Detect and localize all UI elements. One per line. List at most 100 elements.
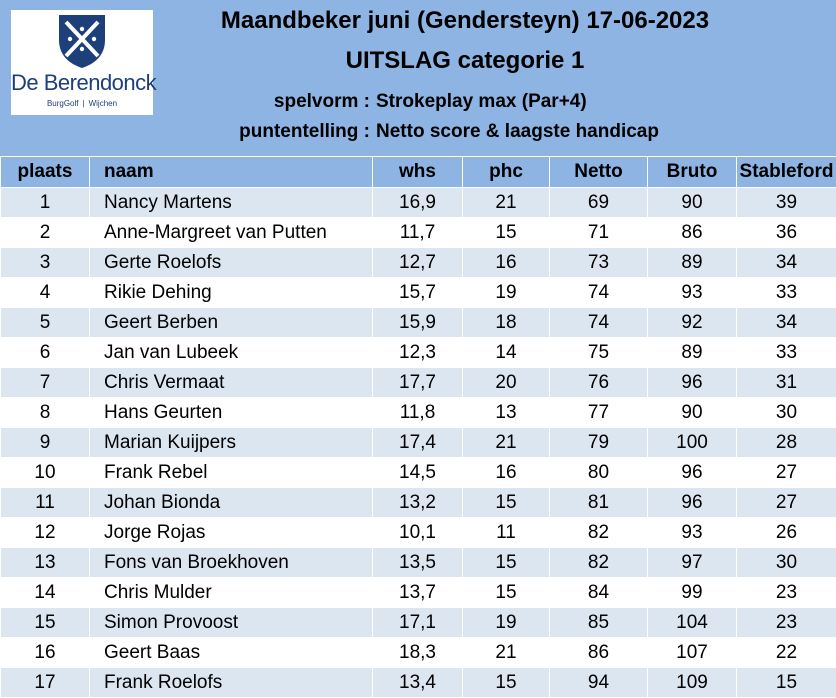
- cell-netto: 74: [550, 278, 648, 308]
- cell-whs: 14,5: [373, 458, 463, 488]
- cell-naam: Chris Vermaat: [90, 368, 373, 398]
- cell-stableford: 30: [737, 398, 836, 428]
- cell-phc: 19: [463, 608, 550, 638]
- cell-netto: 82: [550, 548, 648, 578]
- cell-phc: 15: [463, 578, 550, 608]
- cell-phc: 11: [463, 518, 550, 548]
- cell-plaats: 3: [1, 248, 90, 278]
- cell-stableford: 15: [737, 668, 836, 698]
- cell-bruto: 97: [648, 548, 737, 578]
- cell-whs: 17,7: [373, 368, 463, 398]
- cell-naam: Frank Roelofs: [90, 668, 373, 698]
- cell-plaats: 14: [1, 578, 90, 608]
- cell-stableford: 27: [737, 458, 836, 488]
- cell-whs: 13,5: [373, 548, 463, 578]
- puntentelling-row: puntentelling : Netto score & laagste ha…: [0, 121, 836, 145]
- cell-netto: 74: [550, 308, 648, 338]
- cell-bruto: 93: [648, 518, 737, 548]
- puntentelling-value: Netto score & laagste handicap: [376, 121, 659, 143]
- cell-whs: 17,1: [373, 608, 463, 638]
- cell-naam: Hans Geurten: [90, 398, 373, 428]
- cell-stableford: 22: [737, 638, 836, 668]
- cell-plaats: 8: [1, 398, 90, 428]
- cell-whs: 16,9: [373, 188, 463, 218]
- cell-phc: 21: [463, 188, 550, 218]
- cell-bruto: 96: [648, 458, 737, 488]
- cell-naam: Fons van Broekhoven: [90, 548, 373, 578]
- cell-netto: 77: [550, 398, 648, 428]
- cell-naam: Jorge Rojas: [90, 518, 373, 548]
- cell-plaats: 13: [1, 548, 90, 578]
- cell-netto: 94: [550, 668, 648, 698]
- cell-phc: 15: [463, 218, 550, 248]
- cell-netto: 76: [550, 368, 648, 398]
- cell-plaats: 12: [1, 518, 90, 548]
- col-header-whs: whs: [373, 157, 463, 188]
- cell-whs: 15,7: [373, 278, 463, 308]
- puntentelling-label: puntentelling :: [239, 121, 370, 143]
- cell-bruto: 99: [648, 578, 737, 608]
- cell-naam: Nancy Martens: [90, 188, 373, 218]
- cell-whs: 17,4: [373, 428, 463, 458]
- cell-plaats: 4: [1, 278, 90, 308]
- cell-plaats: 7: [1, 368, 90, 398]
- cell-phc: 14: [463, 338, 550, 368]
- cell-bruto: 90: [648, 188, 737, 218]
- cell-netto: 79: [550, 428, 648, 458]
- cell-stableford: 31: [737, 368, 836, 398]
- cell-stableford: 30: [737, 548, 836, 578]
- cell-bruto: 96: [648, 368, 737, 398]
- shield-icon: [56, 12, 108, 70]
- cell-netto: 86: [550, 638, 648, 668]
- cell-whs: 15,9: [373, 308, 463, 338]
- cell-naam: Jan van Lubeek: [90, 338, 373, 368]
- cell-whs: 13,4: [373, 668, 463, 698]
- cell-netto: 82: [550, 518, 648, 548]
- cell-phc: 13: [463, 398, 550, 428]
- cell-naam: Gerte Roelofs: [90, 248, 373, 278]
- cell-naam: Geert Berben: [90, 308, 373, 338]
- cell-bruto: 100: [648, 428, 737, 458]
- cell-plaats: 11: [1, 488, 90, 518]
- cell-stableford: 39: [737, 188, 836, 218]
- cell-whs: 13,2: [373, 488, 463, 518]
- cell-whs: 11,8: [373, 398, 463, 428]
- cell-stableford: 23: [737, 608, 836, 638]
- cell-phc: 15: [463, 488, 550, 518]
- cell-naam: Marian Kuijpers: [90, 428, 373, 458]
- cell-bruto: 107: [648, 638, 737, 668]
- cell-stableford: 33: [737, 278, 836, 308]
- cell-phc: 16: [463, 458, 550, 488]
- cell-whs: 12,3: [373, 338, 463, 368]
- cell-netto: 81: [550, 488, 648, 518]
- cell-netto: 75: [550, 338, 648, 368]
- cell-stableford: 23: [737, 578, 836, 608]
- cell-phc: 20: [463, 368, 550, 398]
- spelvorm-row: spelvorm : Strokeplay max (Par+4): [0, 91, 836, 115]
- cell-stableford: 26: [737, 518, 836, 548]
- cell-stableford: 34: [737, 308, 836, 338]
- cell-bruto: 109: [648, 668, 737, 698]
- col-header-netto: Netto: [550, 157, 648, 188]
- cell-whs: 18,3: [373, 638, 463, 668]
- cell-naam: Chris Mulder: [90, 578, 373, 608]
- cell-plaats: 5: [1, 308, 90, 338]
- cell-bruto: 93: [648, 278, 737, 308]
- cell-bruto: 89: [648, 338, 737, 368]
- cell-plaats: 6: [1, 338, 90, 368]
- cell-naam: Simon Provoost: [90, 608, 373, 638]
- cell-plaats: 9: [1, 428, 90, 458]
